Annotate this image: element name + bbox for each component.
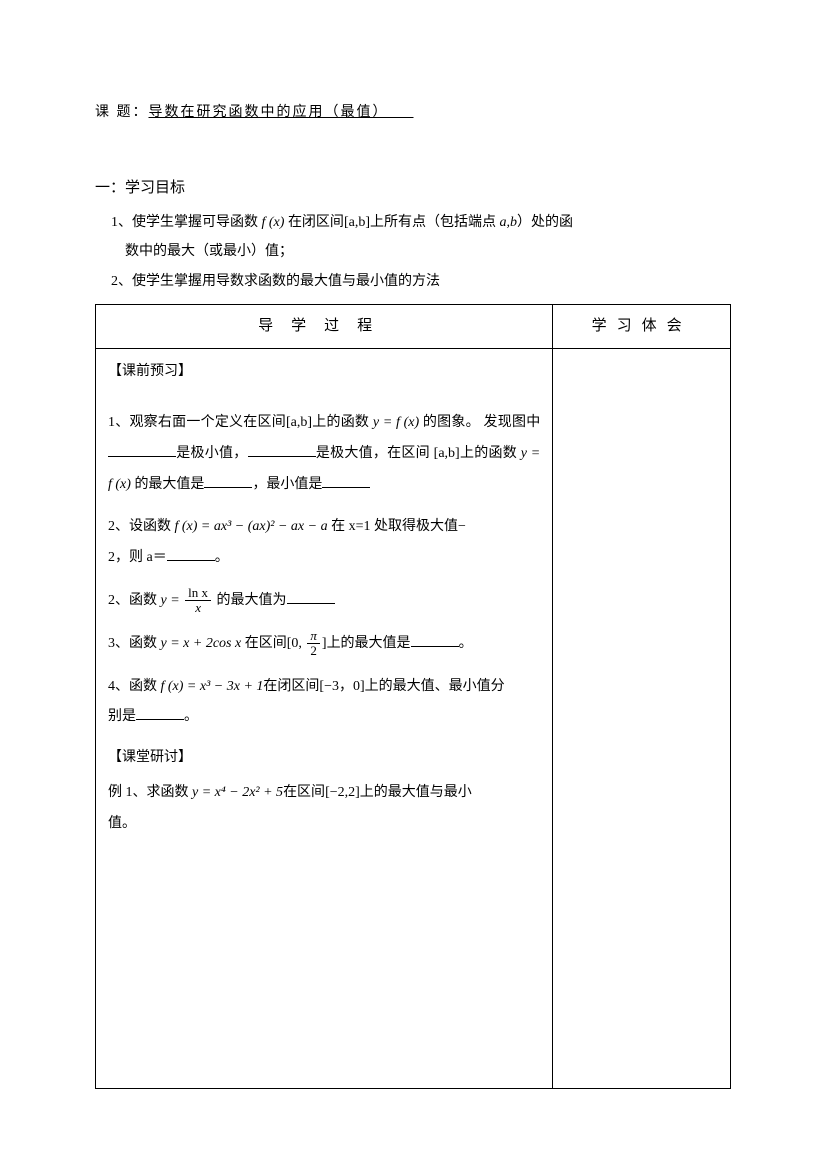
question-2a: 2、设函数 f (x) = ax³ − (ax)² − ax − a 在 x=1… <box>108 512 540 574</box>
header-reflection: 学习体会 <box>553 304 731 348</box>
objective-2: 2、使学生掌握用导数求函数的最大值与最小值的方法 <box>111 269 731 294</box>
lesson-title-line: 课 题：导数在研究函数中的应用（最值） <box>95 100 731 125</box>
table-header-row: 导学过程 学习体会 <box>96 304 731 348</box>
content-table: 导学过程 学习体会 【课前预习】 1、观察右面一个定义在区间[a,b]上的函数 … <box>95 304 731 1089</box>
question-1: 1、观察右面一个定义在区间[a,b]上的函数 y = f (x) 的图象。 发现… <box>108 408 540 500</box>
table-content-row: 【课前预习】 1、观察右面一个定义在区间[a,b]上的函数 y = f (x) … <box>96 348 731 1088</box>
preclass-heading: 【课前预习】 <box>108 359 540 384</box>
section-objectives-title: 一：学习目标 <box>95 175 731 202</box>
objective-1-cont: 数中的最大（或最小）值； <box>125 239 731 264</box>
lesson-label: 课 题： <box>95 105 149 120</box>
question-2b: 2、函数 y = ln xx 的最大值为 <box>108 586 540 617</box>
process-content: 【课前预习】 1、观察右面一个定义在区间[a,b]上的函数 y = f (x) … <box>96 348 553 1088</box>
inclass-heading: 【课堂研讨】 <box>108 745 540 770</box>
lesson-title: 导数在研究函数中的应用（最值） <box>149 105 382 122</box>
question-3: 3、函数 y = x + 2cos x 在区间[0, π2]上的最大值是。 <box>108 629 540 660</box>
example-1: 例 1、求函数 y = x⁴ − 2x² + 5在区间[−2,2]上的最大值与最… <box>108 778 540 840</box>
reflection-content <box>553 348 731 1088</box>
header-process: 导学过程 <box>96 304 553 348</box>
objective-1: 1、使学生掌握可导函数 f (x) 在闭区间[a,b]上所有点（包括端点 a,b… <box>111 210 731 235</box>
question-4: 4、函数 f (x) = x³ − 3x + 1在闭区间[−3，0]上的最大值、… <box>108 672 540 734</box>
